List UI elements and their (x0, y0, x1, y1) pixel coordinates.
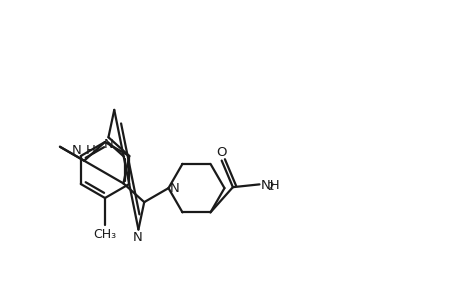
Text: N: N (169, 182, 179, 195)
Text: CH₃: CH₃ (93, 228, 116, 241)
Text: NH: NH (260, 179, 280, 192)
Text: 2: 2 (267, 182, 274, 192)
Text: N: N (71, 144, 81, 157)
Text: O: O (216, 146, 226, 159)
Text: N: N (103, 138, 113, 151)
Text: N: N (132, 230, 142, 244)
Text: H: H (86, 144, 96, 157)
